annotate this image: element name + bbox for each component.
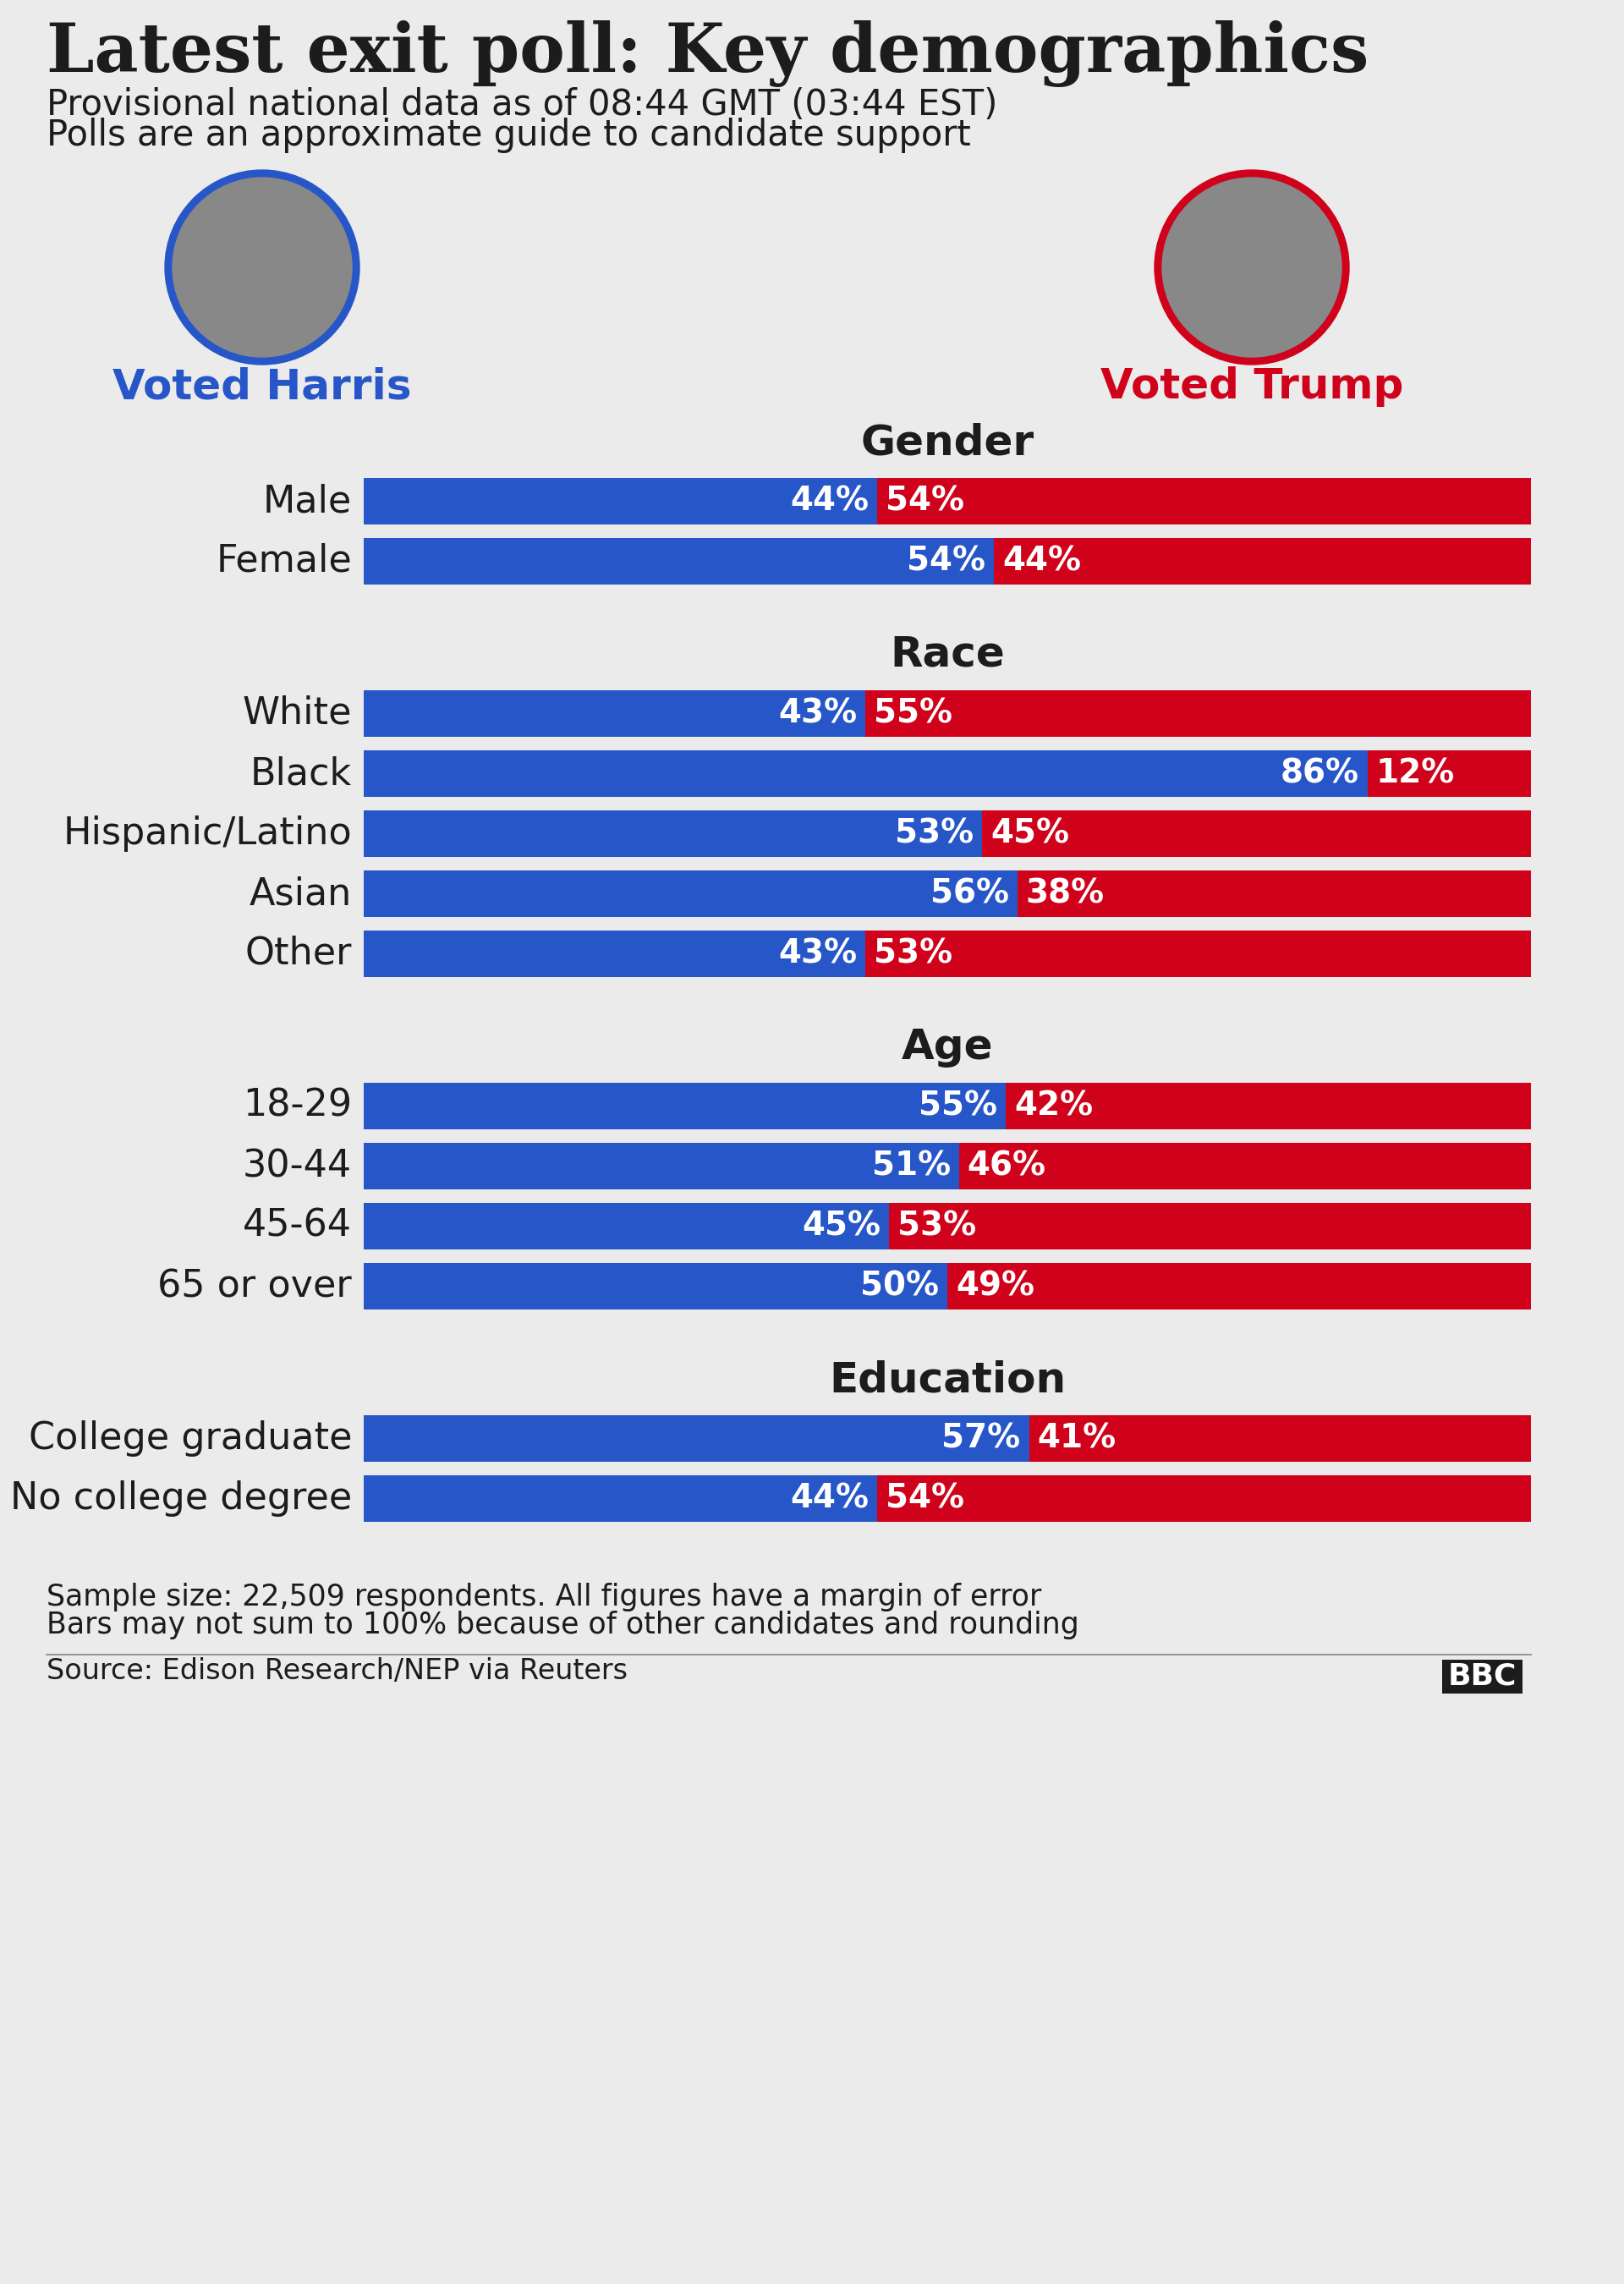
FancyBboxPatch shape [960, 1142, 1496, 1190]
Text: Male: Male [263, 482, 352, 518]
Text: Sample size: 22,509 respondents. All figures have a margin of error: Sample size: 22,509 respondents. All fig… [47, 1583, 1041, 1613]
Text: 50%: 50% [861, 1270, 939, 1302]
FancyBboxPatch shape [1367, 751, 1507, 797]
FancyBboxPatch shape [1507, 539, 1531, 585]
FancyBboxPatch shape [1507, 477, 1531, 525]
Text: Bars may not sum to 100% because of other candidates and rounding: Bars may not sum to 100% because of othe… [47, 1610, 1078, 1640]
FancyBboxPatch shape [364, 1083, 1005, 1128]
FancyBboxPatch shape [994, 539, 1507, 585]
FancyBboxPatch shape [364, 1263, 947, 1309]
Text: 54%: 54% [885, 484, 965, 516]
Text: Hispanic/Latino: Hispanic/Latino [63, 815, 352, 852]
Text: Voted Trump: Voted Trump [1101, 365, 1403, 407]
Text: 53%: 53% [874, 939, 953, 971]
Text: Source: Edison Research/NEP via Reuters: Source: Edison Research/NEP via Reuters [47, 1658, 627, 1686]
Text: Female: Female [216, 544, 352, 580]
Text: 41%: 41% [1038, 1423, 1116, 1455]
FancyBboxPatch shape [866, 930, 1484, 978]
Text: 54%: 54% [906, 546, 986, 578]
Text: 43%: 43% [778, 939, 857, 971]
Text: 46%: 46% [968, 1151, 1046, 1183]
Text: 44%: 44% [791, 484, 869, 516]
Text: 38%: 38% [1026, 877, 1104, 909]
FancyBboxPatch shape [1507, 751, 1531, 797]
Circle shape [1163, 178, 1341, 356]
FancyBboxPatch shape [364, 870, 1017, 916]
FancyBboxPatch shape [1496, 1142, 1531, 1190]
FancyBboxPatch shape [364, 1142, 960, 1190]
Text: 44%: 44% [1002, 546, 1082, 578]
Text: 43%: 43% [778, 697, 857, 729]
FancyBboxPatch shape [364, 751, 1367, 797]
Text: Race: Race [890, 635, 1005, 676]
FancyBboxPatch shape [364, 1204, 888, 1249]
FancyBboxPatch shape [1507, 811, 1531, 856]
Text: Education: Education [828, 1359, 1065, 1400]
Text: 51%: 51% [872, 1151, 950, 1183]
FancyBboxPatch shape [1507, 1204, 1531, 1249]
Text: 57%: 57% [942, 1423, 1020, 1455]
Text: 65 or over: 65 or over [158, 1268, 352, 1304]
Text: 12%: 12% [1376, 758, 1455, 790]
Text: 55%: 55% [919, 1089, 997, 1121]
Text: 86%: 86% [1280, 758, 1359, 790]
FancyBboxPatch shape [888, 1204, 1507, 1249]
Circle shape [1155, 169, 1350, 365]
FancyBboxPatch shape [364, 539, 994, 585]
FancyBboxPatch shape [983, 811, 1507, 856]
FancyBboxPatch shape [1005, 1083, 1496, 1128]
FancyBboxPatch shape [1462, 870, 1531, 916]
Text: BBC: BBC [1449, 1663, 1517, 1690]
FancyBboxPatch shape [877, 477, 1507, 525]
Text: Age: Age [901, 1028, 994, 1067]
FancyBboxPatch shape [1442, 1660, 1523, 1692]
Text: 18-29: 18-29 [242, 1087, 352, 1124]
FancyBboxPatch shape [1030, 1416, 1507, 1462]
Text: College graduate: College graduate [28, 1421, 352, 1457]
Text: 56%: 56% [931, 877, 1009, 909]
Text: Other: Other [245, 936, 352, 973]
Text: Provisional national data as of 08:44 GMT (03:44 EST): Provisional national data as of 08:44 GM… [47, 87, 997, 123]
FancyBboxPatch shape [364, 1475, 877, 1521]
FancyBboxPatch shape [364, 811, 983, 856]
Text: Latest exit poll: Key demographics: Latest exit poll: Key demographics [47, 21, 1369, 87]
Text: Asian: Asian [250, 875, 352, 911]
Text: 49%: 49% [957, 1270, 1034, 1302]
Text: 45%: 45% [802, 1211, 880, 1242]
Text: 30-44: 30-44 [242, 1149, 352, 1185]
FancyBboxPatch shape [1507, 1475, 1531, 1521]
Text: 42%: 42% [1013, 1089, 1093, 1121]
FancyBboxPatch shape [1017, 870, 1462, 916]
FancyBboxPatch shape [364, 690, 866, 738]
Text: Gender: Gender [861, 423, 1034, 464]
Text: 55%: 55% [874, 697, 953, 729]
Text: Black: Black [250, 756, 352, 793]
Text: 45-64: 45-64 [242, 1208, 352, 1245]
Text: Voted Harris: Voted Harris [112, 365, 412, 407]
FancyBboxPatch shape [877, 1475, 1507, 1521]
FancyBboxPatch shape [947, 1263, 1520, 1309]
Text: 53%: 53% [895, 818, 974, 850]
Text: 44%: 44% [791, 1482, 869, 1514]
Text: No college degree: No college degree [10, 1480, 352, 1517]
Text: 45%: 45% [991, 818, 1070, 850]
Text: White: White [242, 694, 352, 731]
FancyBboxPatch shape [1507, 1416, 1531, 1462]
Text: 54%: 54% [885, 1482, 965, 1514]
Circle shape [172, 178, 352, 356]
FancyBboxPatch shape [1496, 1083, 1531, 1128]
FancyBboxPatch shape [1507, 690, 1531, 738]
Text: Polls are an approximate guide to candidate support: Polls are an approximate guide to candid… [47, 116, 971, 153]
Circle shape [166, 169, 359, 365]
Text: 53%: 53% [898, 1211, 976, 1242]
FancyBboxPatch shape [364, 1416, 1030, 1462]
FancyBboxPatch shape [1484, 930, 1531, 978]
FancyBboxPatch shape [1520, 1263, 1531, 1309]
FancyBboxPatch shape [866, 690, 1507, 738]
FancyBboxPatch shape [364, 930, 866, 978]
FancyBboxPatch shape [364, 477, 877, 525]
